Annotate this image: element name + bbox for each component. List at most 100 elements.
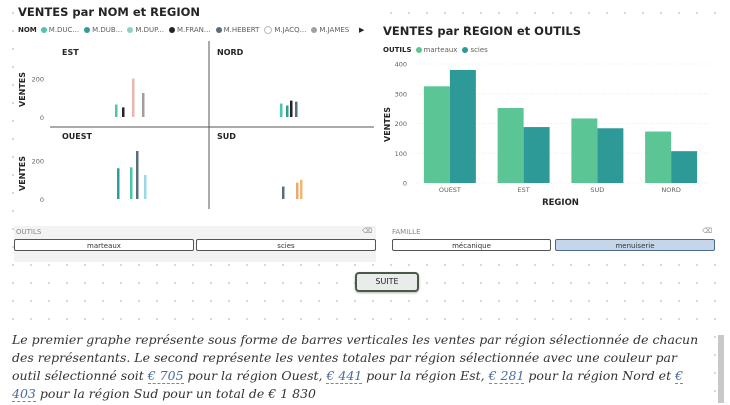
- desc-part-5: pour la région Sud pour un total de € 1 …: [35, 386, 316, 401]
- ytick-label: 200: [395, 120, 407, 128]
- amount-est: € 441: [326, 368, 363, 384]
- bar-mark: [130, 167, 133, 199]
- legend-dot-icon: [168, 27, 175, 33]
- bar-mark: [523, 127, 550, 183]
- visual1-legend-label: NOM: [18, 26, 37, 34]
- bar-mark: [449, 69, 476, 183]
- bar-mark: [571, 118, 598, 183]
- grouped-bar-chart[interactable]: 0 100 200 300 400 VENTES OUEST EST SUD NORD REGION: [378, 54, 718, 214]
- legend-dot-icon: [127, 27, 134, 33]
- legend-dot-icon: [40, 27, 47, 33]
- legend-item-label: M.FRAN...: [176, 26, 211, 34]
- bar-mark: [645, 131, 672, 183]
- bar-mark: [122, 107, 125, 117]
- legend-item-label: M.HEBERT: [223, 26, 260, 34]
- bar-mark: [280, 103, 283, 117]
- textbox-scrollbar[interactable]: [718, 335, 724, 403]
- bar-mark: [117, 168, 120, 199]
- legend-dot-icon: [311, 27, 318, 33]
- legend-item[interactable]: M.JAMES: [311, 26, 349, 34]
- amount-sud: € 403: [12, 368, 684, 402]
- legend-item-label: M.DUC...: [48, 26, 80, 34]
- slicer-famille-eraser-icon[interactable]: ⌫: [702, 227, 712, 235]
- legend-item[interactable]: M.DUB...: [84, 26, 122, 34]
- slicer-outils-option-marteaux[interactable]: marteaux: [14, 239, 194, 251]
- legend-dot-icon: [215, 27, 222, 33]
- legend-scroll-right-icon[interactable]: ▶: [359, 26, 365, 34]
- bar-mark: [290, 100, 293, 117]
- ytick-label: 0: [40, 196, 44, 204]
- desc-part-2: pour la région Ouest,: [183, 368, 327, 383]
- legend-dot-icon: [84, 27, 91, 33]
- bar-mark: [295, 101, 298, 117]
- ytick-label: 0: [403, 180, 407, 188]
- yaxis-label: VENTES: [18, 156, 27, 191]
- legend-item[interactable]: M.DUC...: [40, 26, 80, 34]
- bar-mark: [115, 104, 118, 117]
- bar-mark: [597, 128, 624, 183]
- description-text: Le premier graphe représente sous forme …: [8, 329, 708, 405]
- panel-region-label: EST: [62, 48, 79, 57]
- amount-ouest: € 705: [147, 368, 184, 384]
- slicer-famille-option-menuiserie[interactable]: menuiserie: [555, 239, 715, 251]
- suite-button[interactable]: SUITE: [355, 272, 419, 292]
- legend-item[interactable]: marteaux: [415, 46, 458, 54]
- legend-item[interactable]: M.JACQ...: [264, 26, 306, 34]
- sales-by-name-region-visual[interactable]: VENTES par NOM et REGION NOM M.DUC... M.D…: [14, 4, 374, 214]
- visual1-title: VENTES par NOM et REGION: [18, 5, 201, 19]
- bar-mark: [296, 182, 299, 199]
- legend-item-label: M.JAMES: [319, 26, 350, 34]
- ytick-label: 200: [32, 158, 44, 166]
- yaxis-label: VENTES: [18, 72, 27, 107]
- desc-part-1: Le premier graphe représente sous forme …: [12, 332, 699, 383]
- xaxis-label: REGION: [542, 198, 579, 208]
- legend-item[interactable]: M.DUP...: [127, 26, 164, 34]
- slicer-outils[interactable]: OUTILS ⌫ marteaux scies: [14, 226, 376, 262]
- desc-part-3: pour la région Est,: [362, 368, 489, 383]
- slicer-outils-header: OUTILS: [16, 228, 42, 236]
- panel-region-label: SUD: [217, 132, 236, 141]
- legend-item[interactable]: M.HEBERT: [215, 26, 260, 34]
- description-textbox: Le premier graphe représente sous forme …: [8, 329, 708, 405]
- panel-region-label: OUEST: [62, 132, 93, 141]
- ytick-label: 0: [40, 114, 44, 122]
- bar-mark: [144, 175, 147, 199]
- slicer-outils-option-scies[interactable]: scies: [196, 239, 376, 251]
- desc-part-4: pour la région Nord et: [524, 368, 676, 383]
- panel-region-label: NORD: [217, 48, 244, 57]
- slicer-outils-eraser-icon[interactable]: ⌫: [362, 227, 372, 235]
- bar-mark: [286, 105, 289, 117]
- legend-item-label: scies: [470, 46, 488, 54]
- ytick-label: 100: [395, 150, 407, 158]
- legend-item[interactable]: M.FRAN...: [168, 26, 211, 34]
- visual1-legend[interactable]: NOM M.DUC... M.DUB... M.DUP... M.FRAN... M.H…: [18, 26, 354, 34]
- xtick-label: OUEST: [439, 186, 461, 194]
- amount-nord: € 281: [488, 368, 525, 384]
- legend-item-label: marteaux: [423, 46, 458, 54]
- bar-mark: [497, 108, 524, 183]
- ytick-label: 400: [395, 61, 407, 69]
- small-multiples-chart[interactable]: VENTES VENTES EST 200 0 NORD OUEST 200 0 SUD: [14, 37, 374, 212]
- ytick-label: 300: [395, 90, 407, 98]
- legend-item-label: M.JACQ...: [274, 26, 307, 34]
- visual2-title: VENTES par REGION et OUTILS: [383, 24, 582, 38]
- slicer-famille[interactable]: FAMILLE ⌫ mécanique menuiserie: [390, 226, 716, 256]
- bar-mark: [423, 86, 450, 183]
- bar-mark: [132, 78, 135, 117]
- xtick-label: SUD: [590, 186, 604, 194]
- xtick-label: EST: [518, 186, 530, 194]
- bar-mark: [671, 151, 698, 183]
- legend-dot-icon: [264, 26, 273, 34]
- legend-item[interactable]: scies: [462, 46, 488, 54]
- legend-dot-icon: [462, 47, 469, 53]
- slicer-famille-option-mecanique[interactable]: mécanique: [392, 239, 551, 251]
- legend-item-label: M.DUP...: [135, 26, 164, 34]
- bar-mark: [282, 186, 285, 199]
- legend-dot-icon: [415, 47, 422, 53]
- yaxis-label: VENTES: [383, 107, 392, 142]
- sales-by-region-tools-visual[interactable]: VENTES par REGION et OUTILS OUTILS marte…: [378, 18, 718, 214]
- xtick-label: NORD: [661, 186, 681, 194]
- visual2-legend[interactable]: OUTILS marteaux scies: [383, 46, 493, 54]
- ytick-label: 200: [32, 76, 44, 84]
- bar-mark: [300, 179, 303, 199]
